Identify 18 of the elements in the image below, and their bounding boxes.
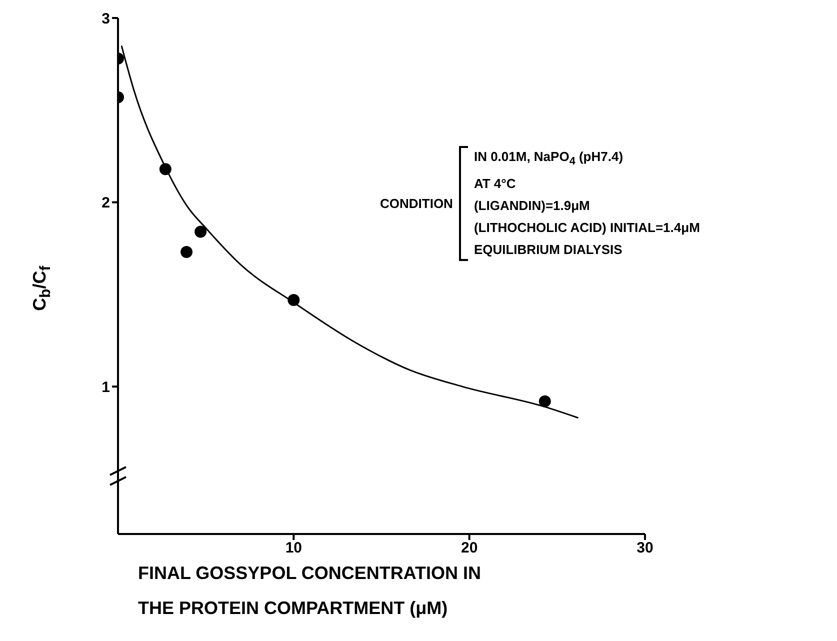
annotation: CONDITION xyxy=(380,196,453,211)
x-axis-title: FINAL GOSSYPOL CONCENTRATION IN THE PROTEIN COMPARTMENT (μM) xyxy=(138,562,482,620)
point xyxy=(538,395,551,408)
annotation: EQUILIBRIUM DIALYSIS xyxy=(474,240,624,259)
y-tick-label: 1 xyxy=(102,378,110,396)
point xyxy=(194,226,207,238)
x-tick-label: 30 xyxy=(636,540,654,557)
point xyxy=(288,294,300,306)
y-tick-label: 2 xyxy=(102,194,110,212)
x-tick-label: 10 xyxy=(285,540,302,557)
point xyxy=(180,246,193,258)
annotation: AT 4°C xyxy=(474,174,517,193)
x-tick-label: 20 xyxy=(460,540,478,557)
annotation: (LITHOCHOLIC ACID) INITIAL=1.4μM xyxy=(474,218,700,237)
point xyxy=(159,163,172,176)
annotation: IN 0.01M, NaPO$_{4}$ (pH7.4) xyxy=(474,148,624,170)
y-tick-label: 3 xyxy=(102,10,110,28)
annotation: (LIGANDIN)=1.9μM xyxy=(474,196,591,215)
